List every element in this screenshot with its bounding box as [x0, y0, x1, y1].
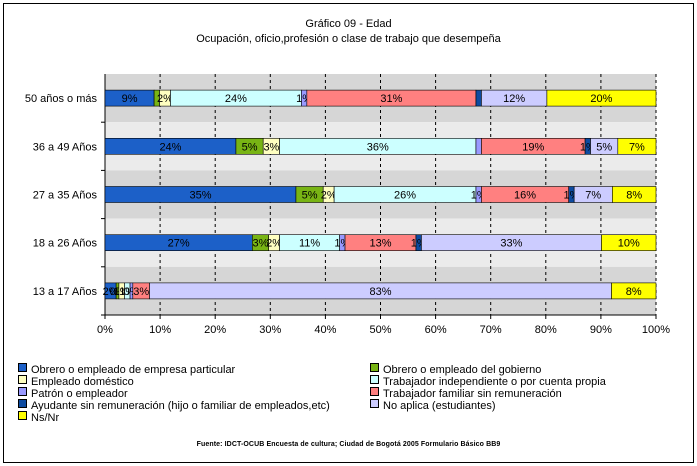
legend-swatch	[370, 387, 379, 396]
bar-segment-ayudante-sin-remuneracion-hijo-o-familiar-de-empleados-etc	[475, 89, 482, 107]
category-label: 13 a 17 Años	[33, 286, 98, 298]
data-label: 2%	[157, 93, 173, 105]
data-label: 26%	[394, 190, 416, 202]
category-label: 18 a 26 Años	[33, 238, 98, 250]
legend-item-empleado-domestico: Empleado doméstico	[18, 375, 134, 388]
data-label: 5%	[302, 190, 318, 202]
legend-swatch	[18, 363, 27, 372]
category-label: 27 a 35 Años	[33, 190, 98, 202]
legend-swatch	[370, 363, 379, 372]
data-label: 19%	[522, 141, 544, 153]
category-label: 50 años o más	[25, 93, 98, 105]
data-label: 27%	[168, 238, 190, 250]
chart-title: Gráfico 09 - Edad	[305, 18, 392, 30]
data-label: 5%	[596, 141, 612, 153]
legend-label: Ns/Nr	[31, 412, 60, 424]
data-label: 3%	[133, 286, 149, 298]
data-label: 13%	[369, 238, 391, 250]
legend-item-ayudante-sin-remuneracion-hijo-o-familiar-de-empleados-etc: Ayudante sin remuneración (hijo o famili…	[18, 399, 330, 412]
legend-swatch	[370, 375, 379, 384]
data-label: 8%	[626, 286, 642, 298]
x-tick-label: 10%	[149, 324, 171, 336]
x-tick-label: 20%	[204, 324, 226, 336]
data-label: 3%	[263, 141, 279, 153]
chart-frame: Gráfico 09 - Edad Ocupación, oficio,prof…	[3, 3, 694, 463]
legend-label: Patrón o empleador	[31, 388, 128, 400]
data-label: 2%	[266, 238, 282, 250]
data-label: 11%	[299, 238, 320, 250]
x-tick-label: 30%	[259, 324, 281, 336]
data-label: 9%	[122, 93, 138, 105]
bar-segment-patron-o-empleador	[475, 138, 482, 155]
legend-swatch	[18, 411, 27, 420]
data-label: 31%	[380, 93, 402, 105]
data-label: 8%	[626, 190, 642, 202]
bar-segment-ns-nr	[612, 186, 657, 203]
x-tick-label: 60%	[425, 324, 447, 336]
legend-item-ns-nr: Ns/Nr	[18, 411, 59, 424]
legend-label: No aplica (estudiantes)	[383, 400, 496, 412]
x-tick-label: 100%	[642, 324, 670, 336]
chart-subtitle: Ocupación, oficio,profesión o clase de t…	[196, 33, 501, 45]
x-tick-label: 50%	[369, 324, 391, 336]
bar-segment-ns-nr	[601, 234, 657, 251]
data-label: 10%	[618, 238, 640, 250]
legend-item-no-aplica-estudiantes: No aplica (estudiantes)	[370, 399, 496, 412]
data-label: 7%	[629, 141, 645, 153]
data-label: 36%	[367, 141, 389, 153]
legend-label: Obrero o empleado de empresa particular	[31, 364, 236, 376]
legend-item-trabajador-familiar-sin-remuneracion: Trabajador familiar sin remuneración	[370, 387, 562, 400]
data-label: 5%	[242, 141, 258, 153]
legend-label: Obrero o empleado del gobierno	[383, 364, 542, 376]
legend-item-trabajador-independiente-o-por-cuenta-propia: Trabajador independiente o por cuenta pr…	[370, 375, 606, 388]
legend-label: Trabajador familiar sin remuneración	[383, 388, 562, 400]
bar-segment-ns-nr	[617, 138, 657, 155]
plot-area: 0% 10% 20% 30% 40% 50% 60% 70% 80% 90% 100% 50 años…	[25, 74, 670, 336]
data-label: 24%	[159, 141, 181, 153]
legend-item-obrero-o-empleado-del-gobierno: Obrero o empleado del gobierno	[370, 363, 541, 376]
legend-item-obrero-o-empleado-de-empresa-particular: Obrero o empleado de empresa particular	[18, 363, 235, 376]
data-label: 83%	[369, 286, 391, 298]
x-tick-label: 40%	[314, 324, 336, 336]
data-label: 20%	[590, 93, 612, 105]
x-tick-label: 70%	[480, 324, 502, 336]
legend-swatch	[18, 387, 27, 396]
legend-label: Ayudante sin remuneración (hijo o famili…	[31, 400, 330, 412]
category-label: 36 a 49 Años	[33, 141, 98, 153]
source-note: Fuente: IDCT-OCUB Encuesta de cultura; C…	[196, 441, 501, 448]
data-label: 24%	[225, 93, 247, 105]
legend-label: Trabajador independiente o por cuenta pr…	[383, 376, 606, 388]
data-label: 33%	[500, 238, 522, 250]
legend-swatch	[370, 399, 379, 408]
legend-swatch	[18, 375, 27, 384]
legend-item-patron-o-empleador: Patrón o empleador	[18, 387, 128, 400]
bar-segment-ns-nr	[611, 282, 657, 300]
data-label: 2%	[103, 286, 119, 298]
data-label: 2%	[321, 190, 337, 202]
data-label: 7%	[585, 190, 601, 202]
data-label: 35%	[189, 190, 211, 202]
x-tick-label: 80%	[535, 324, 557, 336]
x-tick-label: 0%	[97, 324, 113, 336]
legend-label: Empleado doméstico	[31, 376, 134, 388]
x-tick-label: 90%	[590, 324, 612, 336]
bar-segment-ns-nr	[546, 89, 657, 107]
legend-swatch	[18, 399, 27, 408]
data-label: 16%	[514, 190, 536, 202]
data-label: 12%	[503, 93, 525, 105]
data-label: 3%	[253, 238, 269, 250]
